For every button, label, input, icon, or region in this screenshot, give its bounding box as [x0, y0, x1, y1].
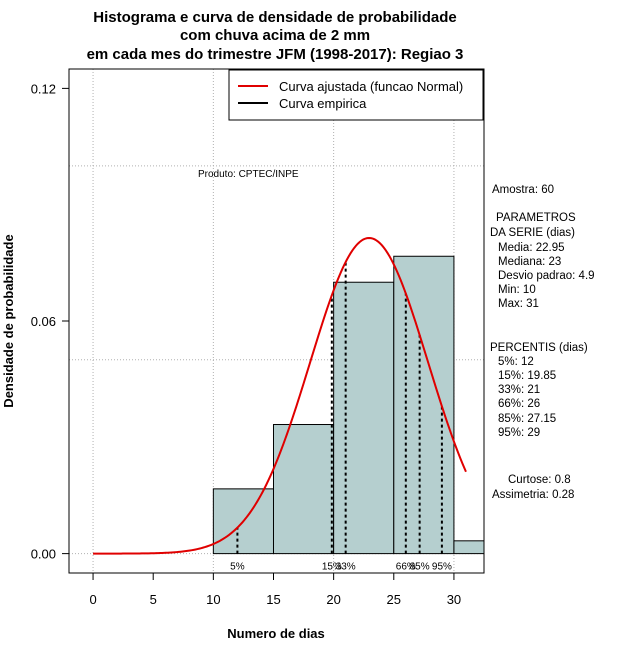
percentile-label: 85%	[410, 562, 430, 573]
x-tick-label: 15	[266, 592, 280, 607]
stat-std-dev: Desvio padrao: 4.9	[498, 270, 595, 282]
y-tick-label: 0.06	[31, 314, 56, 329]
plot-frame	[68, 68, 485, 574]
stat-median: Mediana: 23	[498, 256, 561, 268]
stat-p85: 85%: 27.15	[498, 413, 556, 425]
stat-kurtosis: Curtose: 0.8	[508, 474, 571, 486]
legend-label-normal-curve: Curva ajustada (funcao Normal)	[279, 79, 463, 94]
x-tick-label: 5	[150, 592, 157, 607]
percentile-label: 33%	[336, 562, 356, 573]
chart-title-line-1: Histograma e curva de densidade de proba…	[93, 9, 456, 26]
stat-sample-size: Amostra: 60	[492, 184, 554, 196]
histogram-bar	[393, 255, 455, 555]
y-tick-label: 0.12	[31, 81, 56, 96]
histogram-bar	[453, 540, 485, 555]
percentile-label: 95%	[432, 562, 452, 573]
stat-p5: 5%: 12	[498, 356, 534, 368]
percentile-lines: 5% 15%33% 66%85% 95%	[230, 261, 452, 573]
stat-p15: 15%: 19.85	[498, 370, 556, 382]
y-tick-label: 0.00	[31, 547, 56, 562]
x-axis: 0 5 10 15 20 25 30	[89, 572, 461, 607]
x-axis-label: Numero de dias	[227, 626, 325, 641]
stat-max: Max: 31	[498, 298, 539, 310]
percentile-label: 66%	[396, 562, 416, 573]
stat-p95: 95%: 29	[498, 427, 540, 439]
histogram-bars	[212, 255, 485, 555]
stat-parameters-subheading: DA SERIE (dias)	[490, 227, 575, 239]
x-tick-label: 30	[447, 592, 461, 607]
histogram-bar	[333, 281, 395, 555]
chart-title-line-3: em cada mes do trimestre JFM (1998-2017)…	[87, 46, 464, 63]
x-tick-label: 20	[326, 592, 340, 607]
y-axis-label: Densidade de probabilidade	[1, 234, 16, 407]
percentile-label: 15%	[322, 562, 342, 573]
chart-title-line-2: com chuva acima de 2 mm	[180, 27, 370, 44]
normal-curve	[93, 236, 467, 555]
x-tick-label: 10	[206, 592, 220, 607]
statistics-panel: Amostra: 60 PARAMETROS DA SERIE (dias) M…	[490, 184, 595, 501]
stat-min: Min: 10	[498, 284, 536, 296]
x-tick-label: 25	[387, 592, 401, 607]
product-annotation: Produto: CPTEC/INPE	[198, 169, 299, 180]
stat-p33: 33%: 21	[498, 384, 540, 396]
legend-label-empirical-curve: Curva empirica	[279, 96, 367, 111]
stat-percentiles-heading: PERCENTIS (dias)	[490, 342, 588, 354]
legend: Curva ajustada (funcao Normal) Curva emp…	[228, 69, 484, 121]
legend-box	[228, 69, 484, 121]
x-tick-label: 0	[89, 592, 96, 607]
stat-parameters-heading: PARAMETROS	[496, 212, 576, 224]
normal-curve-layer	[93, 236, 467, 555]
stat-skewness: Assimetria: 0.28	[492, 489, 574, 501]
percentile-label: 5%	[230, 562, 245, 573]
stat-p66: 66%: 26	[498, 398, 540, 410]
stat-mean: Media: 22.95	[498, 242, 565, 254]
y-axis: 0.00 0.06 0.12	[31, 81, 70, 562]
